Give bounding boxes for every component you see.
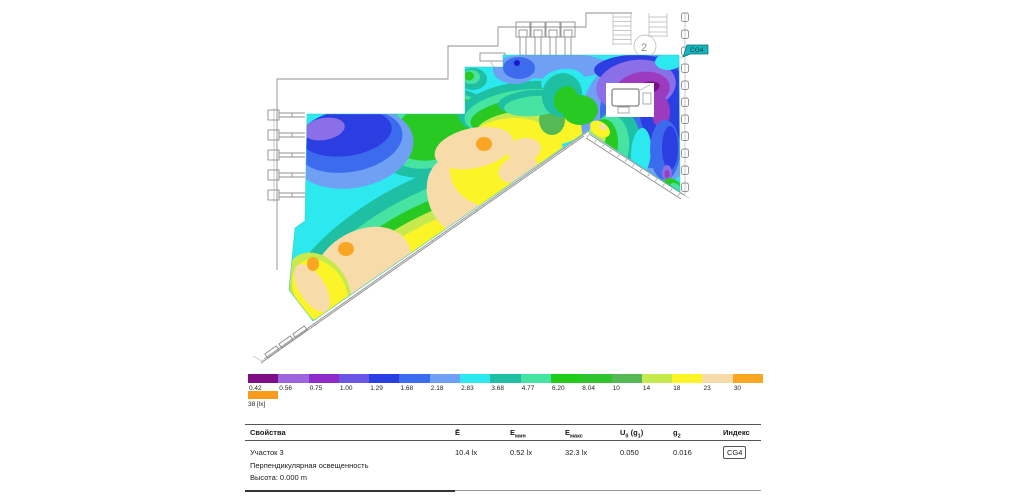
measurement-tag-label: CG4: [690, 47, 704, 54]
color-scale-overflow-swatch: [248, 391, 278, 399]
col-header-e-avg: Ē: [455, 428, 461, 437]
chair-icon: [642, 92, 652, 105]
col-header-properties: Свойства: [250, 428, 286, 437]
color-scale-segment: [369, 374, 400, 383]
col-header-g2: g2: [673, 428, 681, 440]
color-scale-segment: [278, 374, 309, 383]
color-scale-segment: [732, 374, 764, 383]
col-header-u0: U0 (g1): [620, 428, 644, 440]
color-scale-tick-label: 3.68: [491, 385, 505, 392]
color-scale-segment: [308, 374, 339, 383]
color-scale-tick-label: 0.42: [249, 385, 262, 392]
projector-symbol-icon: [479, 52, 506, 68]
color-scale-tick-label: 8.04: [582, 385, 595, 392]
ceiling-units-icon: [515, 21, 576, 55]
col-header-e-min: Eмин: [510, 428, 526, 440]
value-e-avg: 10.4 lx: [455, 448, 478, 457]
column-grid-right: [679, 12, 690, 199]
color-scale-segment: [611, 374, 642, 383]
measurement-tag-cg4: CG4: [679, 44, 709, 58]
diagonal-wall-long: [252, 131, 588, 364]
floor-plan-lines: 2: [252, 12, 690, 364]
stairs-icon: [612, 13, 668, 58]
color-scale-overflow-label: 38 [lx]: [248, 401, 266, 408]
color-scale-segment: [248, 374, 279, 383]
color-scale-tick-label: 2.18: [430, 385, 444, 392]
color-scale-tick-label: 30: [733, 385, 742, 392]
value-e-max: 32.3 lx: [565, 448, 588, 457]
color-scale-segment: [641, 374, 673, 383]
calculation-area-outline: [288, 54, 681, 322]
color-scale-segment: [399, 374, 430, 383]
col-header-e-max: Eмакс: [565, 428, 583, 440]
illuminance-plan: 2: [252, 12, 709, 364]
color-scale-tick-label: 6.20: [552, 385, 565, 392]
stair-level-label: 2: [641, 42, 647, 54]
furniture-area: [606, 83, 654, 117]
color-scale-tick-label: 1.29: [370, 385, 383, 392]
color-scale-segment: [460, 374, 491, 383]
color-scale-segment: [702, 374, 733, 383]
wall-fixtures-left-icon: [267, 108, 305, 202]
color-scale-tick-label: 4.77: [521, 385, 535, 392]
value-e-min: 0.52 lx: [510, 448, 533, 457]
color-scale-tick-label: 0.75: [309, 385, 323, 392]
color-scale-tick-label: 1.00: [339, 385, 353, 392]
area-name: Участок 3: [250, 448, 284, 457]
color-scale-tick-label: 10: [612, 385, 620, 392]
properties-table: Свойства Ē Eмин Eмакс U0 (g1) g2 Индекс …: [245, 424, 761, 494]
color-scale-legend: 38 [lx] 0.42 0.56 0.75 1.00 1.29 1.68 2.18 2.83…: [248, 372, 768, 414]
value-g2: 0.016: [673, 448, 692, 457]
color-scale-segment: [520, 374, 551, 383]
color-scale-tick-label: 23: [703, 385, 711, 392]
chair-icon: [617, 106, 630, 114]
value-u0: 0.050: [620, 448, 639, 457]
color-scale-segment: [672, 374, 703, 383]
area-height: Высота: 0.000 m: [250, 473, 308, 482]
table-icon: [611, 88, 640, 107]
color-scale-tick-label: 2.83: [461, 385, 474, 392]
color-scale-segment: [581, 374, 612, 383]
index-badge: CG4: [723, 446, 747, 459]
color-scale-segment: [550, 374, 582, 383]
color-scale-tick-label: 0.56: [279, 385, 292, 392]
diagonal-wall-right: [585, 133, 685, 200]
color-scale-tick-label: 18: [673, 385, 681, 392]
col-header-index: Индекс: [723, 428, 750, 437]
color-scale-segment: [338, 374, 370, 383]
color-scale-segment: [490, 374, 521, 383]
color-scale-tick-label: 1.68: [400, 385, 414, 392]
color-scale-tick-label: 14: [642, 385, 651, 392]
area-plane: Перпендикулярная освещенность: [250, 461, 369, 470]
color-scale-bar: [248, 374, 764, 383]
color-scale-segment: [429, 374, 461, 383]
